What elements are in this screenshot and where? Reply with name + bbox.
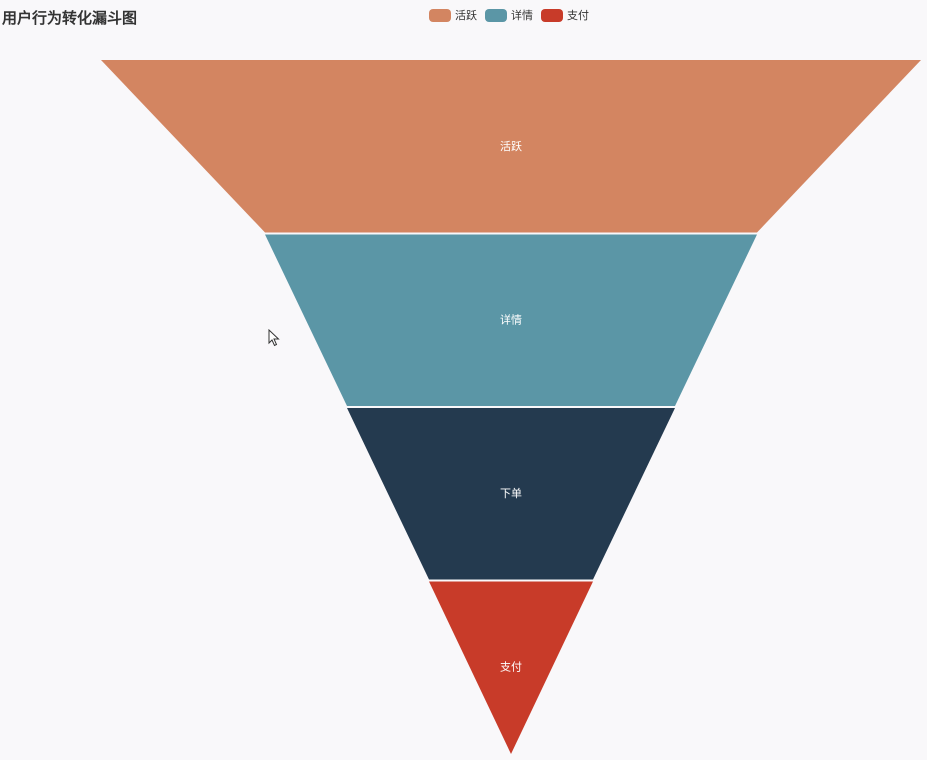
funnel-label-1: 详情 xyxy=(500,312,522,326)
funnel-label-0: 活跃 xyxy=(500,139,522,153)
legend-item-huoyue[interactable]: 活跃 xyxy=(429,7,477,23)
funnel-label-2: 下单 xyxy=(500,487,522,500)
legend-label: 活跃 xyxy=(455,9,477,22)
legend-item-xiangqing[interactable]: 详情 xyxy=(485,7,533,23)
funnel-segment-0[interactable] xyxy=(101,60,921,233)
mouse-cursor-icon xyxy=(268,329,280,347)
chart-title: 用户行为转化漏斗图 xyxy=(2,9,138,27)
legend-label: 支付 xyxy=(567,9,589,22)
legend: 活跃 详情 支付 xyxy=(429,7,597,23)
legend-swatch xyxy=(485,8,507,22)
funnel-segment-3[interactable] xyxy=(429,581,593,755)
funnel-label-3: 支付 xyxy=(500,660,522,673)
legend-swatch xyxy=(541,8,563,22)
legend-label: 详情 xyxy=(511,9,533,22)
legend-swatch xyxy=(429,8,451,22)
funnel-segment-2[interactable] xyxy=(347,408,675,580)
funnel-segment-1[interactable] xyxy=(265,234,757,407)
legend-item-zhifu[interactable]: 支付 xyxy=(541,7,589,23)
